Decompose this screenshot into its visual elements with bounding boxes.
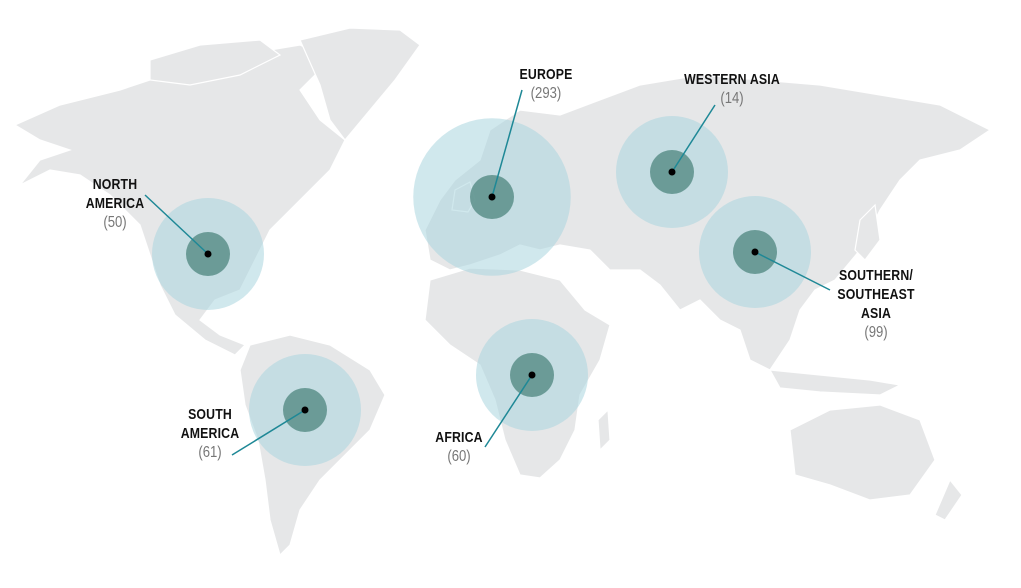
region-count: (60) xyxy=(447,448,471,465)
region-count: (50) xyxy=(103,214,127,231)
europe-label: EUROPE (293) xyxy=(497,65,595,103)
western-asia-label: WESTERN ASIA (14) xyxy=(683,70,781,108)
region-name: AMERICA xyxy=(180,425,240,442)
north-america-center-dot xyxy=(204,250,212,258)
japan-land xyxy=(854,203,881,261)
region-markers xyxy=(144,89,831,466)
south-america-label: SOUTH AMERICA (61) xyxy=(161,405,259,462)
region-name: ASIA xyxy=(860,305,892,322)
western-asia-leader-line xyxy=(671,104,716,173)
indonesia-land xyxy=(768,369,902,396)
south-america-leader-line xyxy=(231,409,306,456)
africa-center-dot xyxy=(528,371,536,379)
region-name: SOUTHERN/ xyxy=(839,267,913,284)
southern-southeast-asia-label: SOUTHERN/SOUTHEAST ASIA (99) xyxy=(827,266,925,342)
region-name: WESTERN ASIA xyxy=(684,71,780,88)
region-name: AFRICA xyxy=(435,429,483,446)
southern-southeast-asia-leader-line xyxy=(754,251,831,291)
africa-leader-line xyxy=(484,374,533,448)
southern-southeast-asia-center-dot xyxy=(751,248,759,256)
new-zealand-land xyxy=(934,478,963,521)
north-america-land xyxy=(13,44,346,356)
north-america-label: NORTH AMERICA (50) xyxy=(66,175,164,232)
region-name: AMERICA xyxy=(85,195,145,212)
north-america-leader-line xyxy=(144,194,209,255)
madagascar-land xyxy=(597,408,611,452)
australia-land xyxy=(789,404,936,501)
region-count: (14) xyxy=(720,90,744,107)
western-asia-center-dot xyxy=(668,168,676,176)
south-america-center-dot xyxy=(301,406,309,414)
greenland-land xyxy=(299,27,421,141)
region-name: SOUTH xyxy=(188,406,232,423)
region-name: SOUTHEAST xyxy=(837,286,915,303)
africa-label: AFRICA (60) xyxy=(410,428,508,466)
region-name: EUROPE xyxy=(519,66,573,83)
region-count: (293) xyxy=(530,85,562,102)
arctic-islands-land xyxy=(149,39,282,86)
europe-center-dot xyxy=(488,193,496,201)
region-count: (99) xyxy=(864,324,888,341)
europe-leader-line xyxy=(491,89,523,198)
region-count: (61) xyxy=(198,444,222,461)
region-name: NORTH xyxy=(92,176,138,193)
